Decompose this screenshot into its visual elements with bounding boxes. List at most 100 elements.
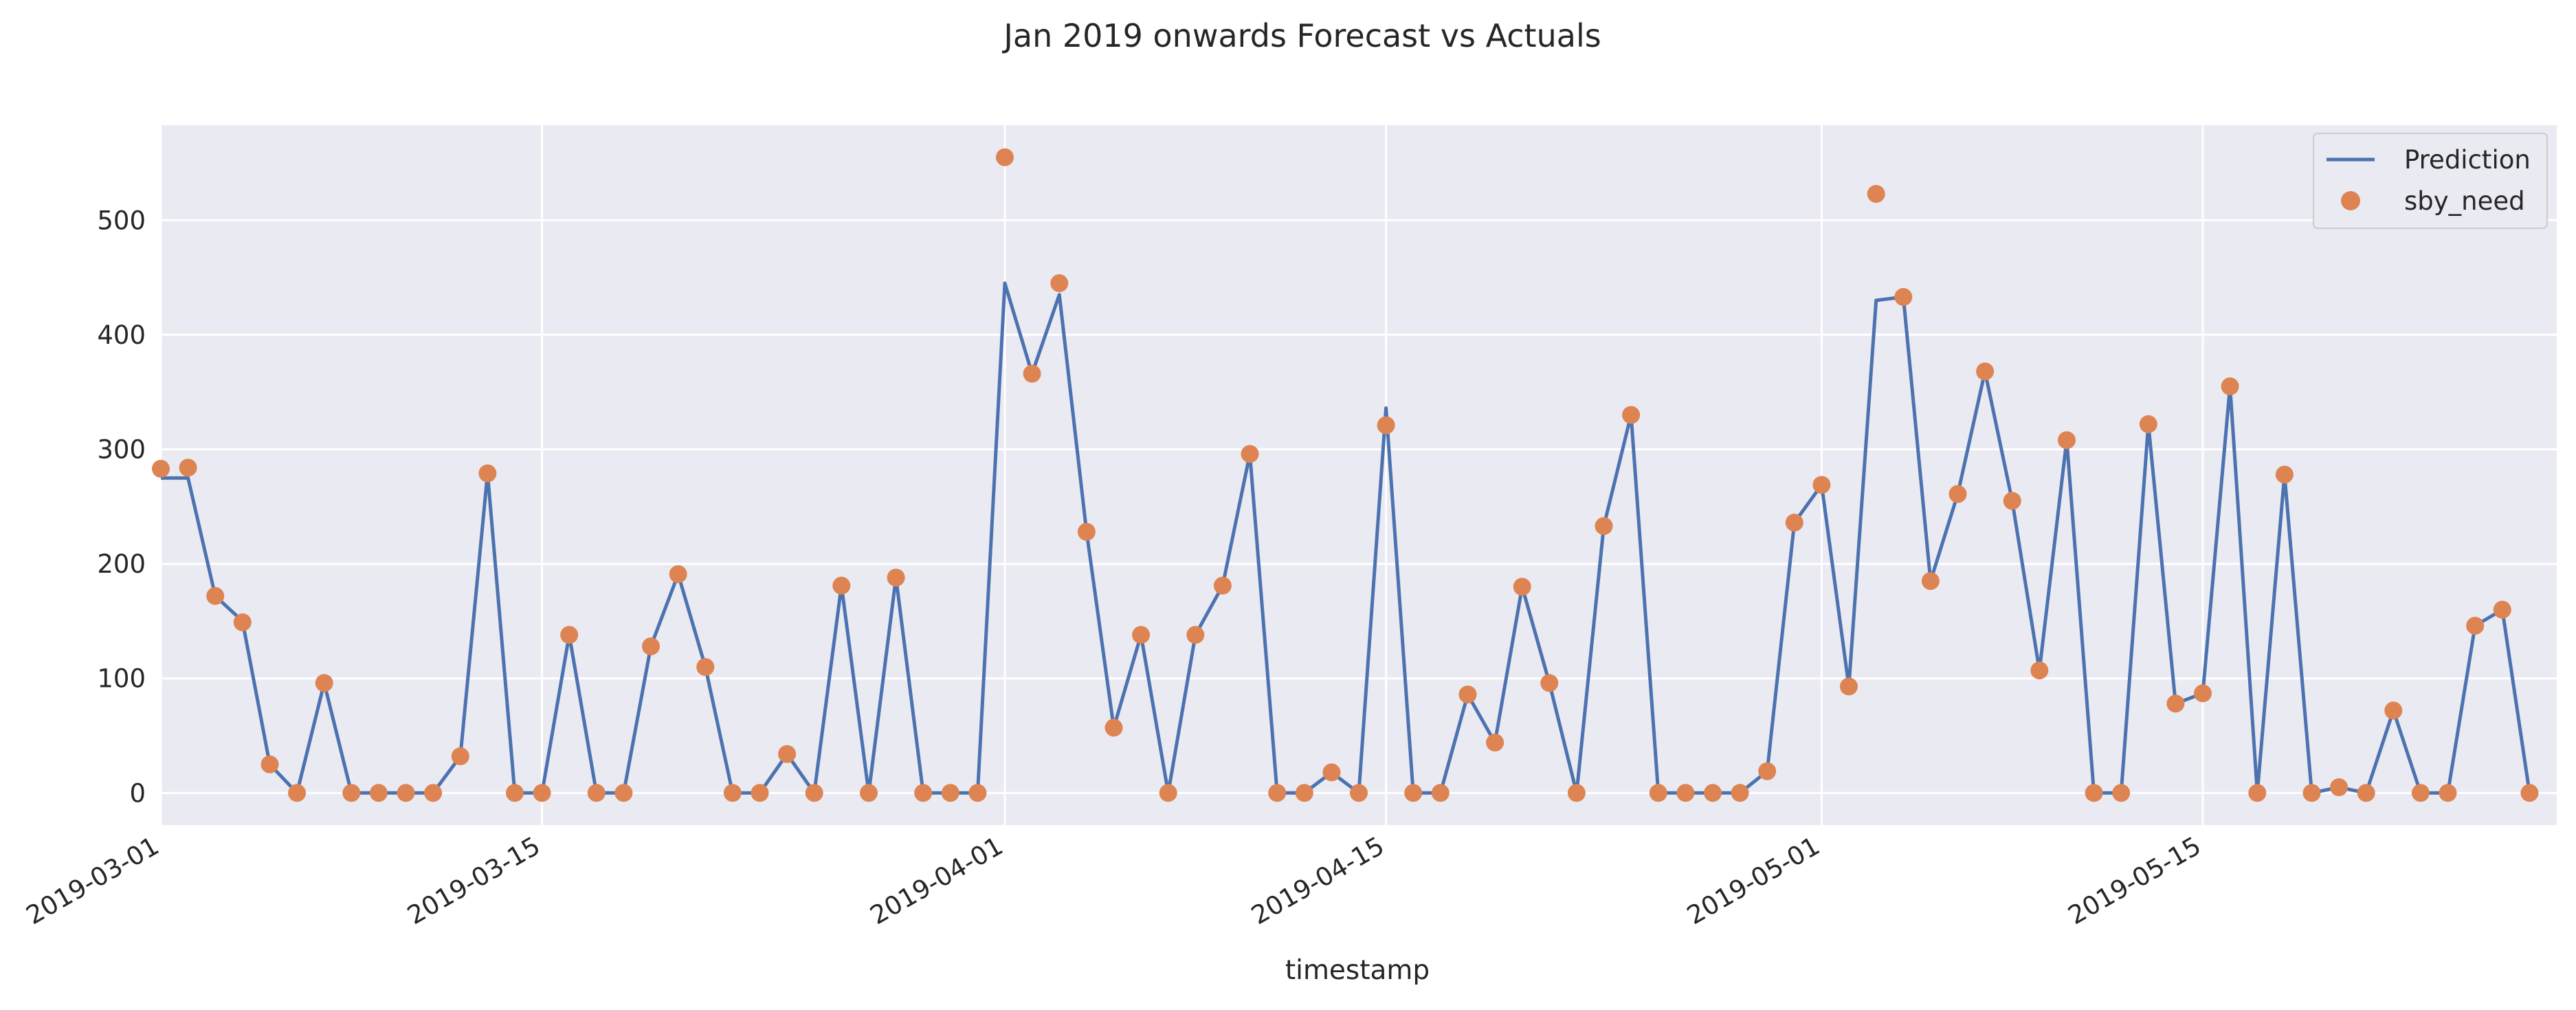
sby-need-point [642,637,660,656]
sby-need-point [1458,685,1477,704]
sby-need-point [2166,694,2185,713]
sby-need-point [1241,445,1259,463]
sby-need-point [696,658,715,677]
sby-need-point [1567,784,1586,802]
sby-need-point [669,565,687,584]
legend-sby-need-marker [2341,191,2360,210]
sby-need-point [614,784,633,802]
sby-need-point [832,576,851,595]
sby-need-point [2003,492,2021,510]
prediction-line [161,281,2531,795]
sby-need-point [2058,431,2076,450]
sby-need-point [941,784,959,802]
sby-need-point [996,148,1014,166]
sby-need-point [1867,185,1885,203]
sby-need-point [2493,600,2511,619]
legend: Prediction sby_need [2313,133,2548,229]
sby-need-point [1785,514,1803,532]
sby-need-point [1948,485,1967,503]
sby-need-point [805,784,823,802]
sby-need-point [260,755,279,773]
sby-need-point [1921,572,1940,591]
sby-need-point [1894,287,1913,306]
sby-need-point [152,459,170,478]
sby-need-point [424,784,443,802]
sby-need-point [288,784,307,802]
sby-need-point [560,626,579,644]
sby-need-point [751,784,769,802]
y-tick-label: 100 [97,664,146,694]
sby-need-point [342,784,361,802]
sby-need-point [1322,763,1341,782]
sby-need-point [1976,362,1995,381]
sby-need-point [369,784,388,802]
sby-need-point [1540,674,1559,692]
sby-need-point [1404,784,1423,802]
sby-need-point [478,464,497,483]
sby-need-point [2112,784,2131,802]
legend-sby-need-label: sby_need [2404,186,2525,216]
sby-need-point [2357,784,2375,802]
sby-need-point [1431,784,1450,802]
sby-need-point [1213,576,1232,595]
sby-need-point [1132,626,1151,644]
sby-need-point [2248,784,2267,802]
sby-need-point [1186,626,1205,644]
sby-need-point [1268,784,1287,802]
y-tick-label: 400 [97,320,146,350]
sby-need-point [397,784,415,802]
sby-need-point [1676,784,1695,802]
sby-need-point [2030,661,2049,680]
sby-need-point [2466,617,2485,635]
sby-need-point [1350,784,1368,802]
sby-need-point [587,784,606,802]
sby-need-point [1704,784,1722,802]
sby-need-point [533,784,551,802]
x-axis-label: timestamp [1285,955,1430,986]
sby-need-point [2085,784,2103,802]
sby-need-point [1050,274,1069,292]
sby-need-point [1812,476,1831,494]
sby-need-point [1159,784,1177,802]
x-tick-label: 2019-05-15 [2063,831,2206,931]
sby-need-point [1377,416,1395,435]
sby-need-point [1023,364,1041,383]
y-tick-label: 300 [97,435,146,465]
sby-need-point [1731,784,1749,802]
sby-need-point [315,674,333,692]
sby-need-point [778,745,797,763]
sby-need-point [2194,684,2212,703]
sby-need-point [2384,701,2403,720]
sby-need-point [1840,677,1858,696]
sby-need-point [1104,718,1123,737]
x-tick-label: 2019-03-15 [402,831,545,931]
sby-need-point [914,784,933,802]
sby-need-point [233,613,252,632]
sby-need-point [2439,784,2457,802]
sby-need-point [723,784,742,802]
sby-need-point [1295,784,1313,802]
sby-need-point [2520,784,2539,802]
series-layer [152,148,2539,802]
plot-area [161,125,2557,825]
sby-need-point [179,459,197,477]
sby-need-point [968,784,987,802]
sby-need-point [1758,762,1777,780]
sby-need-point [206,586,225,605]
sby-need-point [860,784,878,802]
chart-title: Jan 2019 onwards Forecast vs Actuals [1001,17,1601,54]
legend-prediction-label: Prediction [2404,145,2531,175]
sby-need-point [2221,377,2239,395]
sby-need-point [451,747,469,765]
sby-need-point [1595,517,1613,536]
sby-need-point [1513,578,1531,596]
sby-need-point [506,784,524,802]
sby-need-point [2139,415,2157,433]
sby-need-point [887,569,905,587]
sby-need-point [2411,784,2430,802]
sby-need-point [1077,523,1096,541]
x-tick-label: 2019-05-01 [1682,831,1825,931]
sby-need-point [2275,465,2294,484]
